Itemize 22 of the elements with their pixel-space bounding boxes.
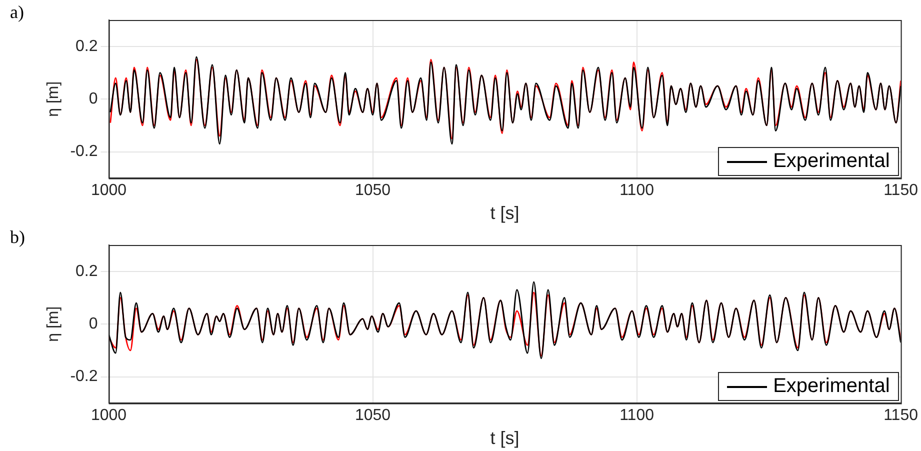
x-tick-label: 1000 bbox=[90, 407, 127, 424]
y-axis-title: η [m] bbox=[45, 81, 62, 117]
y-tick-label: 0.2 bbox=[76, 262, 98, 280]
x-tick-label: 1050 bbox=[354, 407, 391, 424]
x-tick-label: 1000 bbox=[90, 182, 127, 200]
x-axis-title: t [s] bbox=[490, 203, 520, 224]
y-tick-label: 0.2 bbox=[76, 38, 98, 55]
legend-label: Experimental bbox=[773, 150, 890, 174]
legend-label: Experimental bbox=[773, 375, 890, 398]
y-tick-label: -0.2 bbox=[70, 143, 98, 160]
y-tick-label: 0 bbox=[88, 90, 98, 108]
x-tick-label: 1100 bbox=[620, 182, 654, 200]
x-tick-label: 1150 bbox=[884, 182, 918, 200]
y-axis-title: η [m] bbox=[45, 306, 62, 342]
text: a) bbox=[10, 2, 24, 23]
x-tick-label: 1150 bbox=[884, 407, 918, 424]
y-tick-label: -0.2 bbox=[70, 368, 98, 386]
x-axis-title: t [s] bbox=[490, 428, 520, 448]
x-tick-label: 1050 bbox=[354, 182, 391, 200]
text: b) bbox=[10, 227, 25, 248]
y-tick-label: 0 bbox=[88, 316, 98, 333]
x-tick-label: 1100 bbox=[620, 407, 654, 424]
